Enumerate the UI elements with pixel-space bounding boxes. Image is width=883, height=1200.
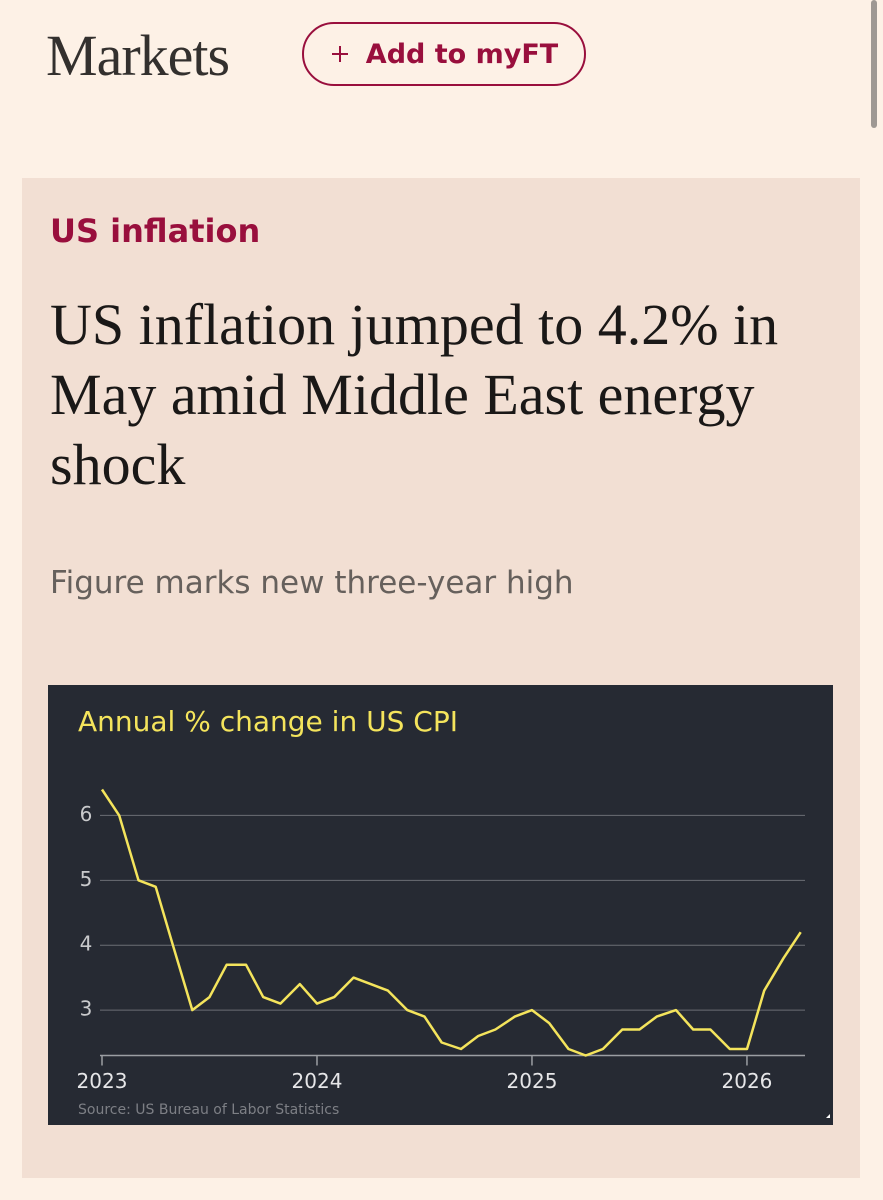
- data-line: [100, 788, 802, 1057]
- y-tick-label: 4: [80, 932, 93, 956]
- x-tick-label: 2024: [292, 1069, 343, 1093]
- chart: Annual % change in US CPI Source: US Bur…: [77, 705, 830, 1118]
- y-tick-label: 5: [80, 867, 93, 891]
- expand-icon: [826, 1114, 830, 1118]
- y-tick-label: 6: [80, 802, 93, 826]
- chart-source: Source: US Bureau of Labor Statistics: [78, 1102, 339, 1118]
- x-tick-label: 2025: [507, 1069, 558, 1093]
- x-tick-label: 2023: [77, 1069, 128, 1093]
- button-label: Add to myFT: [365, 38, 559, 70]
- standfirst: Figure marks new three-year high: [50, 565, 574, 601]
- plus-icon: [331, 46, 348, 62]
- chart-container: Annual % change in US CPI Source: US Bur…: [48, 685, 833, 1125]
- section-title: Markets: [46, 23, 230, 88]
- x-tick-label: 2026: [722, 1069, 773, 1093]
- scrollbar[interactable]: [871, 0, 877, 128]
- add-to-myft-button[interactable]: Add to myFT: [302, 22, 586, 86]
- topic-tag[interactable]: US inflation: [50, 212, 261, 250]
- y-tick-label: 3: [80, 997, 93, 1021]
- headline[interactable]: US inflation jumped to 4.2% in May amid …: [50, 292, 779, 497]
- chart-title: Annual % change in US CPI: [78, 705, 458, 738]
